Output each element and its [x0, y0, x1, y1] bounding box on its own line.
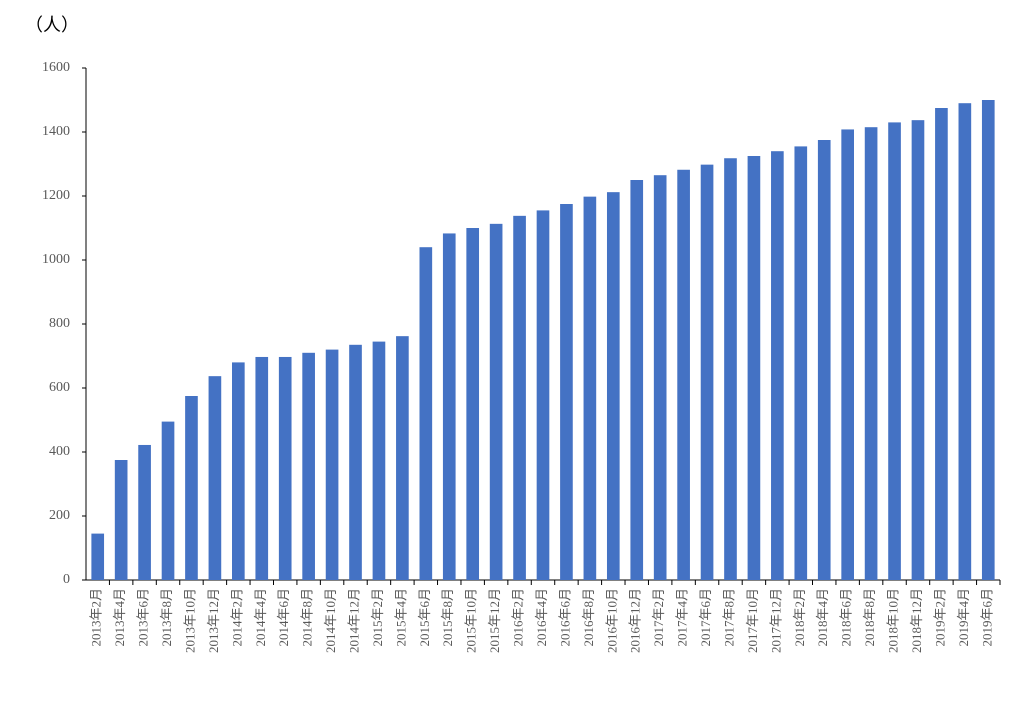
bar: [349, 344, 362, 580]
x-tick-label: 2014年4月: [253, 588, 268, 647]
x-tick-label: 2013年2月: [89, 588, 104, 647]
bar: [91, 533, 105, 580]
x-tick-label: 2015年10月: [464, 588, 479, 653]
x-tick-label: 2018年2月: [792, 588, 807, 647]
bar: [677, 169, 690, 580]
x-tick-label: 2014年2月: [229, 588, 244, 647]
x-tick-label: 2016年4月: [534, 588, 549, 647]
x-tick-label: 2014年12月: [346, 588, 361, 653]
y-tick-label: 0: [63, 572, 70, 587]
x-tick-label: 2018年8月: [862, 588, 877, 647]
x-tick-label: 2017年4月: [675, 588, 690, 647]
bar: [138, 444, 151, 580]
x-tick-label: 2015年2月: [370, 588, 385, 647]
x-tick-label: 2018年10月: [886, 588, 901, 653]
x-tick-label: 2018年4月: [815, 588, 830, 647]
bar: [606, 192, 620, 580]
bar: [981, 100, 995, 580]
bar: [700, 164, 714, 580]
x-tick-label: 2015年12月: [487, 588, 502, 653]
bar: [864, 127, 878, 580]
x-tick-label: 2019年2月: [932, 588, 947, 647]
bar: [911, 120, 925, 580]
bar: [653, 175, 667, 580]
y-axis-label: （人）: [25, 15, 79, 35]
bar: [442, 233, 456, 580]
bar: [208, 376, 222, 580]
x-tick-label: 2017年8月: [721, 588, 736, 647]
bar: [794, 146, 808, 580]
bar: [958, 103, 972, 580]
y-tick-label: 200: [49, 508, 70, 523]
x-tick-label: 2015年4月: [393, 588, 408, 647]
bar: [747, 156, 761, 580]
bar: [255, 356, 269, 580]
x-tick-label: 2019年6月: [979, 588, 994, 647]
x-tick-label: 2015年8月: [440, 588, 455, 647]
bar: [114, 460, 128, 580]
x-tick-label: 2014年10月: [323, 588, 338, 653]
x-tick-label: 2015年6月: [417, 588, 432, 647]
x-tick-label: 2016年8月: [581, 588, 596, 647]
y-tick-label: 1000: [42, 252, 70, 267]
x-tick-label: 2013年4月: [112, 588, 127, 647]
y-tick-label: 1600: [42, 60, 70, 75]
x-tick-label: 2016年2月: [511, 588, 526, 647]
bar: [841, 129, 854, 580]
y-tick-label: 800: [49, 316, 70, 331]
bar: [325, 349, 339, 580]
bar: [232, 362, 245, 580]
x-tick-label: 2018年12月: [909, 588, 924, 653]
bar: [630, 180, 644, 580]
y-tick-label: 1200: [42, 188, 70, 203]
bar: [935, 108, 948, 580]
x-tick-label: 2017年12月: [768, 588, 783, 653]
x-tick-label: 2016年6月: [557, 588, 572, 647]
bar: [817, 140, 831, 580]
bar: [513, 215, 526, 580]
x-tick-label: 2013年12月: [206, 588, 221, 653]
bar: [278, 356, 292, 580]
bar: [396, 336, 409, 580]
y-tick-label: 400: [49, 444, 70, 459]
x-tick-label: 2013年8月: [159, 588, 174, 647]
x-tick-label: 2018年6月: [839, 588, 854, 647]
bar: [560, 204, 573, 580]
bar: [161, 421, 175, 580]
y-tick-label: 600: [49, 380, 70, 395]
bar: [302, 352, 315, 580]
x-tick-label: 2017年10月: [745, 588, 760, 653]
x-tick-label: 2014年6月: [276, 588, 291, 647]
x-tick-label: 2017年2月: [651, 588, 666, 647]
x-tick-label: 2013年6月: [136, 588, 151, 647]
bar: [771, 151, 784, 580]
bar: [536, 210, 550, 580]
bar: [466, 228, 480, 580]
bar: [419, 247, 433, 580]
x-tick-label: 2013年10月: [182, 588, 197, 653]
bar: [185, 396, 198, 580]
bar: [372, 341, 386, 580]
bar: [724, 158, 737, 581]
x-tick-label: 2019年4月: [956, 588, 971, 647]
x-tick-label: 2014年8月: [300, 588, 315, 647]
bar: [583, 196, 597, 580]
x-tick-label: 2017年6月: [698, 588, 713, 647]
bar: [888, 122, 901, 581]
y-tick-label: 1400: [42, 124, 70, 139]
bar: [489, 223, 503, 580]
x-tick-label: 2016年12月: [628, 588, 643, 653]
x-tick-label: 2016年10月: [604, 588, 619, 653]
